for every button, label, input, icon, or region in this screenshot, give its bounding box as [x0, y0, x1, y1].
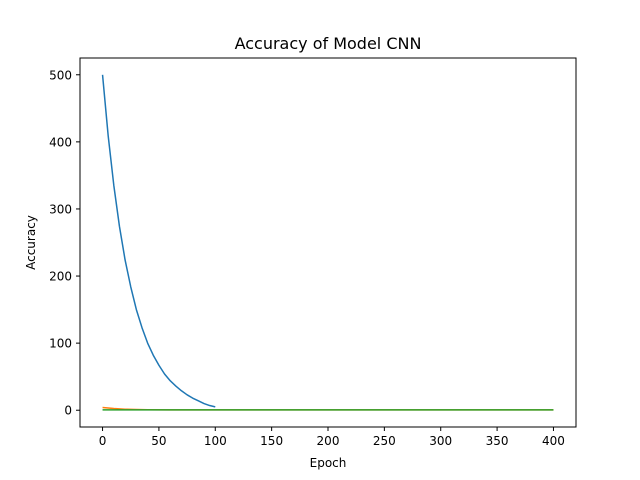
y-tick-label: 500	[49, 68, 72, 82]
y-tick-label: 200	[49, 270, 72, 284]
series-layer	[101, 74, 554, 411]
x-tick-label: 0	[99, 434, 107, 448]
y-axis-ticks: 0 100 200 300 400 500	[49, 68, 80, 418]
y-tick-label: 0	[64, 404, 72, 418]
y-axis-label: Accuracy	[24, 215, 38, 270]
series-line-1	[101, 74, 216, 408]
x-tick-label: 100	[204, 434, 227, 448]
chart-title: Accuracy of Model CNN	[235, 34, 422, 53]
x-tick-label: 200	[317, 434, 340, 448]
x-tick-label: 300	[429, 434, 452, 448]
x-axis-label: Epoch	[310, 456, 347, 470]
x-tick-label: 350	[486, 434, 509, 448]
y-tick-label: 400	[49, 135, 72, 149]
x-tick-label: 400	[542, 434, 565, 448]
plot-area	[80, 58, 576, 427]
y-tick-label: 100	[49, 337, 72, 351]
x-axis-ticks: 0 50 100 150 200 250 300 350 400	[99, 427, 565, 448]
x-tick-label: 250	[373, 434, 396, 448]
y-tick-label: 300	[49, 202, 72, 216]
x-tick-label: 150	[260, 434, 283, 448]
x-tick-label: 50	[151, 434, 166, 448]
